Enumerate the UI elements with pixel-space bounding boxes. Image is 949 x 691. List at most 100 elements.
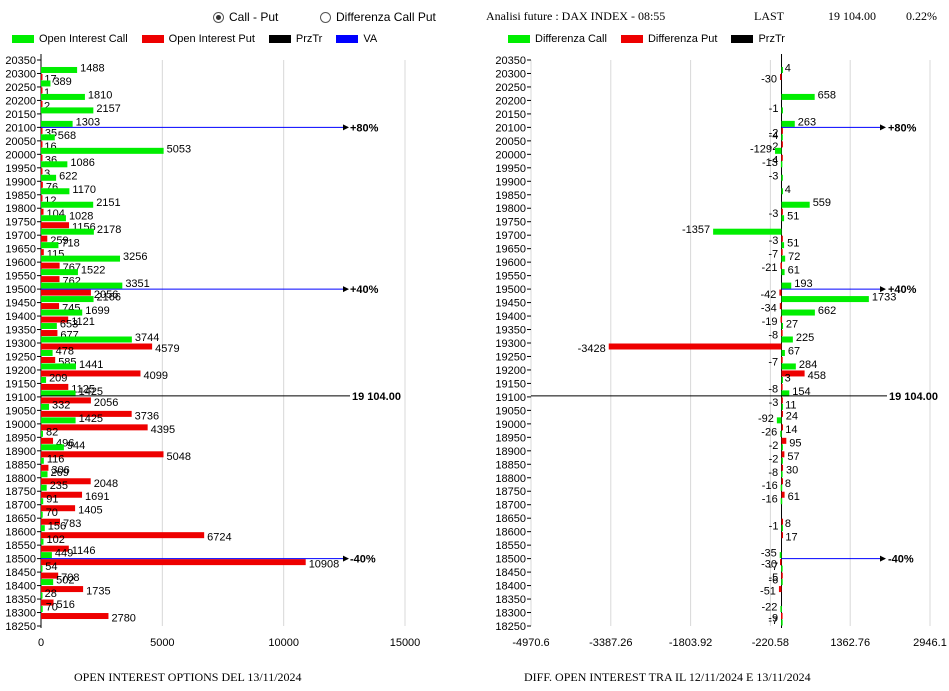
diff-xtick-label: -220.58 bbox=[752, 637, 789, 649]
diff-strike-label: 19200 bbox=[495, 365, 526, 377]
diff-put-value: -51 bbox=[760, 586, 776, 598]
diff-call-bar bbox=[781, 269, 785, 276]
oi-put-bar bbox=[41, 181, 43, 188]
diff-call-value: -92 bbox=[758, 413, 774, 425]
oi-call-bar bbox=[41, 201, 94, 208]
oi-call-bar bbox=[41, 215, 66, 222]
radio-label-call-put: Call - Put bbox=[229, 10, 279, 24]
diff-put-bar bbox=[781, 397, 783, 404]
oi-put-bar bbox=[41, 491, 83, 498]
oi-put-bar bbox=[41, 195, 43, 202]
diff-call-bar bbox=[781, 323, 784, 330]
oi-put-value: 1125 bbox=[71, 383, 95, 395]
diff-strike-label: 20300 bbox=[495, 68, 526, 80]
diff-put-bar bbox=[781, 478, 784, 485]
oi-call-bar bbox=[41, 134, 55, 141]
diff-price-label: 19 104.00 bbox=[889, 391, 938, 403]
diff-call-value: -2 bbox=[769, 440, 779, 452]
diff-call-bar bbox=[776, 417, 782, 424]
diff-strike-label: 19500 bbox=[495, 284, 526, 296]
diff-put-bar bbox=[781, 491, 785, 498]
oi-strike-label: 19850 bbox=[5, 190, 36, 202]
oi-strike-label: 19500 bbox=[5, 284, 36, 296]
diff-put-bar bbox=[781, 613, 783, 620]
diff-put-value: 8 bbox=[785, 478, 791, 490]
diff-call-value: -3 bbox=[769, 170, 779, 182]
legend-diff-put-label: Differenza Put bbox=[647, 33, 718, 45]
diff-put-bar bbox=[781, 235, 783, 242]
legend-call: Open Interest Call bbox=[12, 33, 128, 45]
oi-call-bar bbox=[41, 565, 43, 572]
oi-strike-label: 19050 bbox=[5, 405, 36, 417]
diff-strike-label: 18300 bbox=[495, 608, 526, 620]
diff-call-value: -1 bbox=[769, 521, 779, 533]
diff-xtick-label: 1362.76 bbox=[830, 637, 870, 649]
oi-call-bar bbox=[41, 363, 76, 370]
diff-put-value: -34 bbox=[761, 303, 777, 315]
oi-call-value: 1699 bbox=[85, 305, 109, 317]
radio-differenza[interactable]: Differenza Call Put bbox=[320, 10, 436, 24]
oi-put-value: 1691 bbox=[85, 491, 109, 503]
oi-call-value: 1303 bbox=[76, 116, 100, 128]
diff-put-bar bbox=[780, 316, 783, 323]
oi-xtick-label: 0 bbox=[38, 637, 44, 649]
diff-va-arrow-icon bbox=[880, 286, 886, 293]
oi-strike-label: 18250 bbox=[5, 621, 36, 633]
diff-strike-label: 19550 bbox=[495, 271, 526, 283]
diff-call-value: 3 bbox=[785, 372, 791, 384]
diff-put-bar bbox=[778, 586, 782, 593]
oi-call-value: 2166 bbox=[97, 292, 121, 304]
diff-call-bar bbox=[780, 430, 782, 437]
oi-call-value: 70 bbox=[46, 602, 58, 614]
oi-call-bar bbox=[41, 457, 44, 464]
oi-call-value: 478 bbox=[56, 345, 74, 357]
oi-strike-label: 18800 bbox=[5, 473, 36, 485]
diff-strike-label: 19400 bbox=[495, 311, 526, 323]
oi-call-bar bbox=[41, 417, 76, 424]
oi-call-value: 82 bbox=[46, 426, 58, 438]
oi-put-bar bbox=[41, 262, 60, 269]
oi-put-bar bbox=[41, 370, 141, 377]
oi-call-value: 91 bbox=[46, 494, 58, 506]
oi-call-value: 1425 bbox=[79, 386, 103, 398]
oi-put-value: 5048 bbox=[166, 451, 190, 463]
diff-call-bar bbox=[781, 471, 783, 478]
diff-va-arrow-icon bbox=[880, 555, 886, 562]
diff-strike-label: 18800 bbox=[495, 473, 526, 485]
oi-call-bar bbox=[41, 228, 94, 235]
oi-call-bar bbox=[41, 579, 54, 586]
diff-put-value: -2 bbox=[769, 127, 779, 139]
oi-put-bar bbox=[41, 127, 43, 134]
diff-strike-label: 18350 bbox=[495, 594, 526, 606]
diff-call-bar bbox=[781, 403, 784, 410]
diff-strike-label: 19950 bbox=[495, 163, 526, 175]
diff-put-bar bbox=[781, 424, 784, 431]
diff-put-value: -3 bbox=[769, 397, 779, 409]
diff-call-bar bbox=[780, 484, 783, 491]
right-chart-title: DIFF. OPEN INTEREST TRA IL 12/11/2024 E … bbox=[524, 670, 811, 684]
diff-strike-label: 18750 bbox=[495, 486, 526, 498]
diff-put-value: 8 bbox=[785, 518, 791, 530]
oi-strike-label: 19800 bbox=[5, 203, 36, 215]
diff-call-value: 27 bbox=[786, 319, 798, 331]
oi-call-bar bbox=[41, 471, 48, 478]
diff-call-bar bbox=[781, 336, 793, 343]
oi-put-bar bbox=[41, 397, 91, 404]
oi-call-value: 209 bbox=[49, 372, 67, 384]
legend-diff-call-swatch bbox=[508, 35, 530, 43]
oi-strike-label: 18750 bbox=[5, 486, 36, 498]
oi-call-bar bbox=[41, 107, 94, 114]
oi-strike-label: 20000 bbox=[5, 149, 36, 161]
oi-put-value: 1121 bbox=[71, 316, 95, 328]
oi-put-bar bbox=[41, 330, 58, 337]
oi-xtick-label: 15000 bbox=[390, 637, 421, 649]
diff-va-label: +40% bbox=[888, 284, 917, 296]
oi-va-arrow-icon bbox=[343, 286, 349, 293]
diff-call-bar bbox=[781, 215, 785, 222]
diff-call-bar bbox=[781, 296, 869, 303]
radio-call-put[interactable]: Call - Put bbox=[213, 10, 278, 24]
diff-call-bar bbox=[781, 242, 785, 249]
diff-strike-label: 19100 bbox=[495, 392, 526, 404]
diff-call-bar bbox=[780, 498, 783, 505]
